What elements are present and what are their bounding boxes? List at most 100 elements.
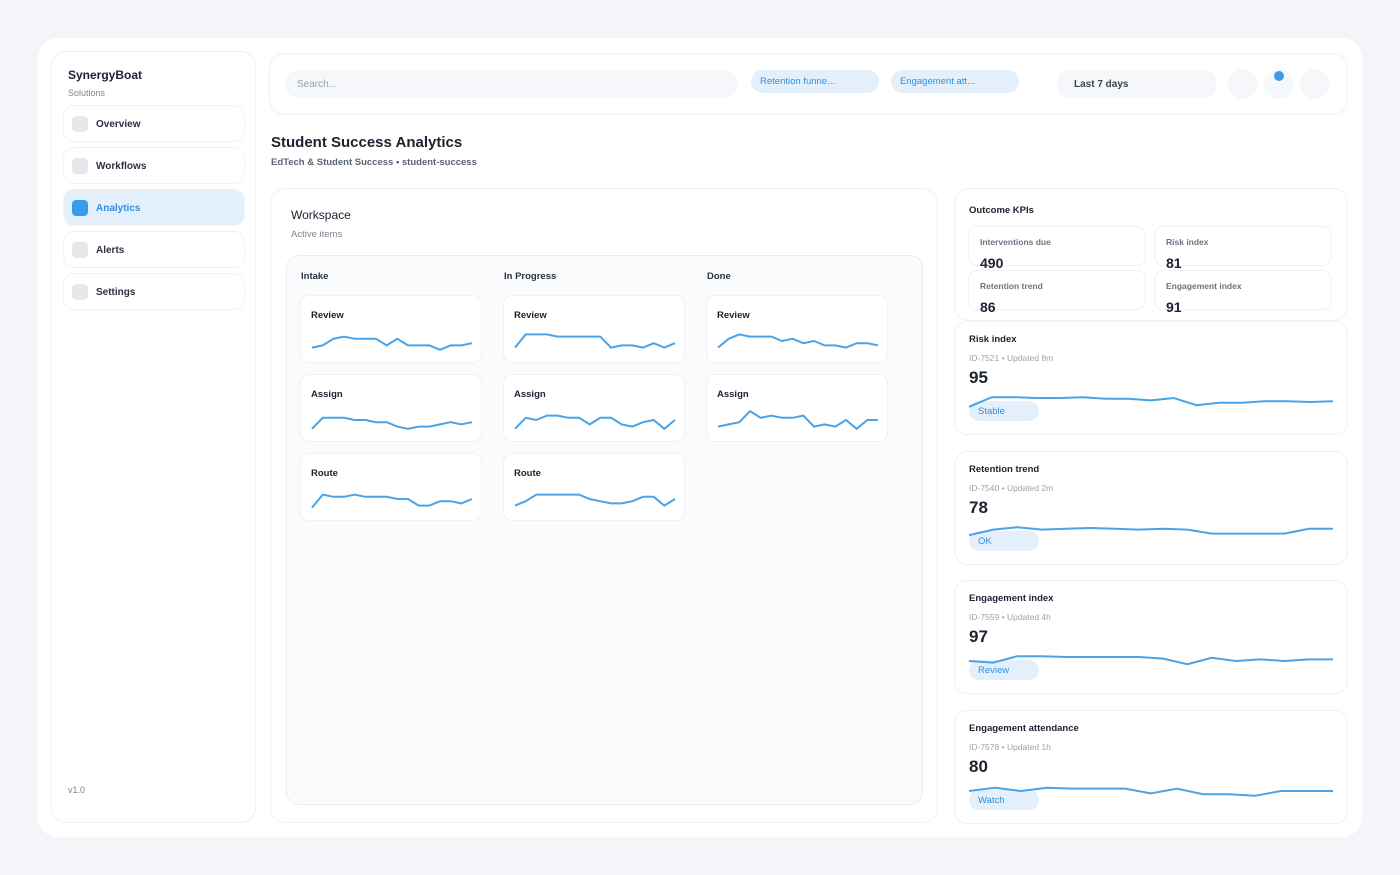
sparkline xyxy=(514,333,676,349)
metric-title: Engagement index xyxy=(969,593,1054,604)
date-range[interactable]: Last 7 days xyxy=(1058,70,1216,98)
nav-icon xyxy=(72,284,88,300)
nav-label: Settings xyxy=(96,287,136,298)
trend-line xyxy=(514,493,676,507)
sparkline xyxy=(311,493,473,509)
kpi-value: 86 xyxy=(980,299,996,315)
nav-label: Overview xyxy=(96,119,141,130)
nav-label: Alerts xyxy=(96,245,125,256)
sparkline xyxy=(514,414,676,431)
sparkline xyxy=(311,335,473,351)
kpi-label: Risk index xyxy=(1166,237,1209,247)
nav-icon xyxy=(72,158,88,174)
trend-line xyxy=(311,493,473,509)
version: v1.0 xyxy=(68,785,86,795)
sparkline xyxy=(968,525,1333,536)
task-card[interactable] xyxy=(301,375,481,441)
kpi-title: Outcome KPIs xyxy=(969,205,1034,216)
metric-meta: ID-7521 • Updated 8m xyxy=(969,353,1054,363)
trend-line xyxy=(514,333,676,349)
metric-title: Retention trend xyxy=(969,463,1040,475)
workspace-title: Workspace xyxy=(291,208,351,222)
brand-subtitle: Solutions xyxy=(68,88,106,98)
sparkline xyxy=(514,493,676,507)
trend-line xyxy=(968,655,1333,666)
filter-chip[interactable]: Retention funne... xyxy=(751,70,879,93)
trend-line xyxy=(311,416,473,430)
status-badge: Review xyxy=(969,660,1039,680)
card-title: Assign xyxy=(311,389,343,400)
nav-label: Workflows xyxy=(96,161,147,172)
nav-item[interactable] xyxy=(64,190,244,225)
kpi-value: 91 xyxy=(1166,299,1182,315)
brand: SynergyBoat xyxy=(68,68,143,82)
search-input[interactable]: Search... xyxy=(285,70,738,98)
metric-value: 80 xyxy=(969,756,988,776)
card-title: Review xyxy=(311,310,344,321)
kpi-tile xyxy=(969,271,1145,309)
metric-title: Engagement attendance xyxy=(969,722,1079,734)
sparkline xyxy=(717,333,879,349)
task-card[interactable] xyxy=(707,375,887,441)
card-title: Assign xyxy=(514,389,546,400)
metric-title: Risk index xyxy=(969,334,1017,345)
kpi-value: 81 xyxy=(1166,255,1182,271)
metric-meta: ID-7540 • Updated 2m xyxy=(969,482,1054,493)
nav-icon xyxy=(72,116,88,132)
column-header: Done xyxy=(707,271,731,282)
card-title: Assign xyxy=(717,389,749,400)
column-header: Intake xyxy=(301,271,329,282)
trend-line xyxy=(717,409,878,431)
nav-item[interactable] xyxy=(64,232,244,267)
kpi-label: Retention trend xyxy=(980,281,1043,291)
task-card[interactable] xyxy=(301,296,481,362)
page-title: Student Success Analytics xyxy=(271,134,463,151)
metric-value: 95 xyxy=(969,368,988,387)
metric-value: 78 xyxy=(969,497,988,517)
card-title: Review xyxy=(717,310,750,321)
trend-line xyxy=(968,525,1333,536)
nav-item[interactable] xyxy=(64,274,244,309)
task-card[interactable] xyxy=(707,296,887,362)
status-badge: Watch xyxy=(969,789,1039,810)
nav-item[interactable] xyxy=(64,148,244,183)
kpi-tile xyxy=(969,227,1145,265)
card-title: Route xyxy=(514,468,541,479)
metric-value: 97 xyxy=(969,627,988,646)
sparkline xyxy=(968,786,1333,797)
sparkline xyxy=(968,396,1334,408)
workspace-subtitle: Active items xyxy=(291,229,343,240)
sparkline xyxy=(311,416,473,430)
status-badge: Stable xyxy=(969,401,1039,421)
kpi-tile xyxy=(1155,227,1331,265)
trend-line xyxy=(514,414,676,431)
nav-icon xyxy=(72,200,88,216)
kpi-label: Engagement index xyxy=(1166,281,1242,291)
metric-meta: ID-7559 • Updated 4h xyxy=(969,612,1051,622)
task-card[interactable] xyxy=(504,375,684,441)
nav-icon xyxy=(72,242,88,258)
sparkline xyxy=(968,655,1333,666)
task-card[interactable] xyxy=(301,454,481,520)
kpi-value: 490 xyxy=(980,255,1004,271)
task-card[interactable] xyxy=(504,296,684,362)
nav-label: Analytics xyxy=(96,203,141,214)
trend-line xyxy=(968,786,1333,797)
column-header: In Progress xyxy=(504,271,557,282)
nav-item[interactable] xyxy=(64,106,244,141)
trend-line xyxy=(968,396,1334,408)
icon-button[interactable] xyxy=(1228,69,1258,99)
page-subtitle: EdTech & Student Success • student-succe… xyxy=(271,157,477,168)
kpi-label: Interventions due xyxy=(980,237,1051,247)
trend-line xyxy=(311,335,473,351)
notification-dot xyxy=(1274,71,1284,81)
status-badge: OK xyxy=(969,530,1039,551)
filter-chip[interactable]: Engagement att... xyxy=(891,70,1019,93)
trend-line xyxy=(717,333,879,349)
task-card[interactable] xyxy=(504,454,684,520)
icon-button[interactable] xyxy=(1300,69,1330,99)
sparkline xyxy=(717,409,878,431)
card-title: Route xyxy=(311,468,338,479)
kpi-tile xyxy=(1155,271,1331,309)
